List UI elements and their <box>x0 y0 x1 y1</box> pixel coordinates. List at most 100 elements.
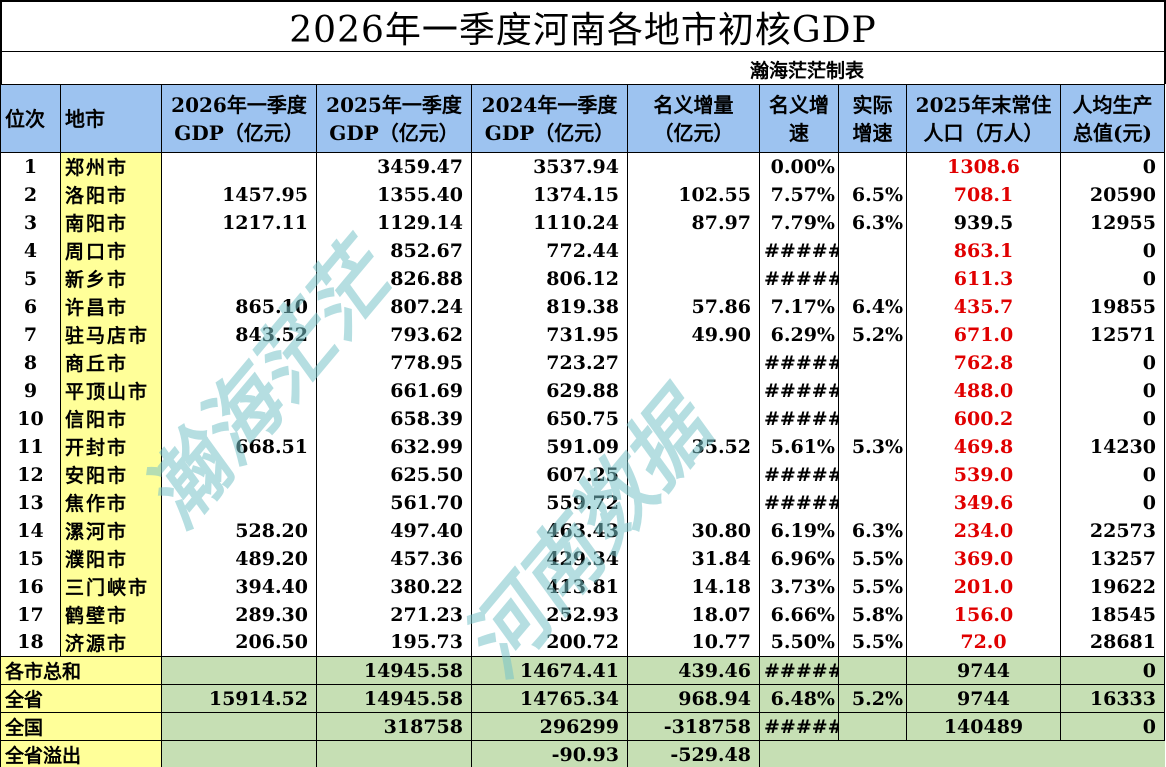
real-growth-cell[interactable] <box>838 404 907 433</box>
nominal-growth-cell[interactable]: ###### <box>759 264 839 293</box>
per-capita-cell[interactable]: 0 <box>1060 712 1165 741</box>
real-growth-cell[interactable] <box>838 488 907 517</box>
gdp2025-cell[interactable]: 14945.58 <box>316 684 472 713</box>
nominal-increase-cell[interactable] <box>627 404 760 433</box>
gdp2024-cell[interactable]: -90.93 <box>471 740 628 767</box>
nominal-increase-cell[interactable]: 31.84 <box>627 544 760 573</box>
per-capita-cell[interactable]: 0 <box>1060 348 1165 377</box>
city-cell[interactable]: 漯河市 <box>60 516 162 545</box>
nominal-growth-cell[interactable]: 3.73% <box>759 572 839 601</box>
nominal-growth-cell[interactable]: 6.96% <box>759 544 839 573</box>
nominal-growth-cell[interactable]: ###### <box>759 656 839 685</box>
gdp2025-cell[interactable]: 807.24 <box>316 292 472 321</box>
nominal-increase-cell[interactable] <box>627 152 760 181</box>
nominal-increase-cell[interactable]: -529.48 <box>627 740 760 767</box>
header-real-growth[interactable]: 实际 增速 <box>838 84 907 153</box>
real-growth-cell[interactable]: 5.3% <box>838 432 907 461</box>
nominal-growth-cell[interactable]: ###### <box>759 236 839 265</box>
gdp2025-cell[interactable]: 271.23 <box>316 600 472 629</box>
nominal-increase-cell[interactable]: -318758 <box>627 712 760 741</box>
nominal-increase-cell[interactable]: 35.52 <box>627 432 760 461</box>
gdp2024-cell[interactable]: 723.27 <box>471 348 628 377</box>
per-capita-cell[interactable]: 0 <box>1060 460 1165 489</box>
real-growth-cell[interactable]: 6.5% <box>838 180 907 209</box>
gdp2026-cell[interactable] <box>161 264 317 293</box>
header-per-capita[interactable]: 人均生产 总值(元) <box>1060 84 1165 153</box>
nominal-growth-cell[interactable]: 6.29% <box>759 320 839 349</box>
per-capita-cell[interactable]: 12955 <box>1060 208 1165 237</box>
gdp2024-cell[interactable]: 629.88 <box>471 376 628 405</box>
nominal-increase-cell[interactable]: 49.90 <box>627 320 760 349</box>
nominal-growth-cell[interactable]: ###### <box>759 376 839 405</box>
real-growth-cell[interactable]: 5.5% <box>838 628 907 657</box>
gdp2025-cell[interactable]: 380.22 <box>316 572 472 601</box>
rank-cell[interactable]: 12 <box>0 460 61 489</box>
real-growth-cell[interactable] <box>838 152 907 181</box>
gdp2024-cell[interactable]: 463.43 <box>471 516 628 545</box>
city-cell[interactable]: 开封市 <box>60 432 162 461</box>
gdp2025-cell[interactable]: 793.62 <box>316 320 472 349</box>
gdp2024-cell[interactable]: 1374.15 <box>471 180 628 209</box>
real-growth-cell[interactable]: 6.3% <box>838 208 907 237</box>
nominal-increase-cell[interactable]: 87.97 <box>627 208 760 237</box>
nominal-growth-cell[interactable]: 6.19% <box>759 516 839 545</box>
rank-cell[interactable]: 1 <box>0 152 61 181</box>
gdp2024-cell[interactable]: 14674.41 <box>471 656 628 685</box>
gdp2025-cell[interactable]: 826.88 <box>316 264 472 293</box>
city-cell[interactable]: 安阳市 <box>60 460 162 489</box>
gdp2025-cell[interactable]: 318758 <box>316 712 472 741</box>
real-growth-cell[interactable] <box>838 348 907 377</box>
gdp2025-cell[interactable]: 632.99 <box>316 432 472 461</box>
rank-cell[interactable]: 10 <box>0 404 61 433</box>
real-growth-cell[interactable] <box>838 376 907 405</box>
nominal-increase-cell[interactable]: 18.07 <box>627 600 760 629</box>
gdp2025-cell[interactable]: 3459.47 <box>316 152 472 181</box>
summary-label[interactable]: 全省 <box>0 684 162 713</box>
nominal-increase-cell[interactable] <box>627 376 760 405</box>
gdp2024-cell[interactable]: 296299 <box>471 712 628 741</box>
population-cell[interactable]: 369.0 <box>906 544 1061 573</box>
per-capita-cell[interactable]: 14230 <box>1060 432 1165 461</box>
nominal-growth-cell[interactable]: 5.61% <box>759 432 839 461</box>
gdp2024-cell[interactable]: 1110.24 <box>471 208 628 237</box>
city-cell[interactable]: 济源市 <box>60 628 162 657</box>
population-cell[interactable]: 488.0 <box>906 376 1061 405</box>
gdp2026-cell[interactable]: 1217.11 <box>161 208 317 237</box>
real-growth-cell[interactable]: 5.5% <box>838 544 907 573</box>
city-cell[interactable]: 平顶山市 <box>60 376 162 405</box>
nominal-growth-cell[interactable]: 0.00% <box>759 152 839 181</box>
per-capita-cell[interactable]: 19855 <box>1060 292 1165 321</box>
nominal-growth-cell[interactable]: ###### <box>759 488 839 517</box>
rank-cell[interactable]: 8 <box>0 348 61 377</box>
gdp2026-cell[interactable]: 668.51 <box>161 432 317 461</box>
city-cell[interactable]: 三门峡市 <box>60 572 162 601</box>
gdp2026-cell[interactable]: 206.50 <box>161 628 317 657</box>
rank-cell[interactable]: 18 <box>0 628 61 657</box>
rank-cell[interactable]: 11 <box>0 432 61 461</box>
gdp2025-cell[interactable]: 661.69 <box>316 376 472 405</box>
per-capita-cell[interactable]: 18545 <box>1060 600 1165 629</box>
population-cell[interactable]: 611.3 <box>906 264 1061 293</box>
gdp2025-cell[interactable]: 457.36 <box>316 544 472 573</box>
real-growth-cell[interactable] <box>838 236 907 265</box>
population-cell[interactable]: 539.0 <box>906 460 1061 489</box>
nominal-increase-cell[interactable]: 439.46 <box>627 656 760 685</box>
per-capita-cell[interactable]: 0 <box>1060 656 1165 685</box>
nominal-growth-cell[interactable]: 7.79% <box>759 208 839 237</box>
gdp2025-cell[interactable]: 658.39 <box>316 404 472 433</box>
gdp2024-cell[interactable]: 559.72 <box>471 488 628 517</box>
gdp2025-cell[interactable]: 14945.58 <box>316 656 472 685</box>
nominal-increase-cell[interactable] <box>627 348 760 377</box>
per-capita-cell[interactable]: 0 <box>1060 488 1165 517</box>
gdp2026-cell[interactable]: 865.10 <box>161 292 317 321</box>
gdp2024-cell[interactable]: 200.72 <box>471 628 628 657</box>
nominal-growth-cell[interactable]: 5.50% <box>759 628 839 657</box>
gdp2025-cell[interactable]: 497.40 <box>316 516 472 545</box>
population-cell[interactable]: 201.0 <box>906 572 1061 601</box>
nominal-increase-cell[interactable]: 30.80 <box>627 516 760 545</box>
gdp2024-cell[interactable]: 413.81 <box>471 572 628 601</box>
rank-cell[interactable]: 7 <box>0 320 61 349</box>
per-capita-cell[interactable]: 20590 <box>1060 180 1165 209</box>
population-cell[interactable]: 939.5 <box>906 208 1061 237</box>
nominal-increase-cell[interactable]: 968.94 <box>627 684 760 713</box>
